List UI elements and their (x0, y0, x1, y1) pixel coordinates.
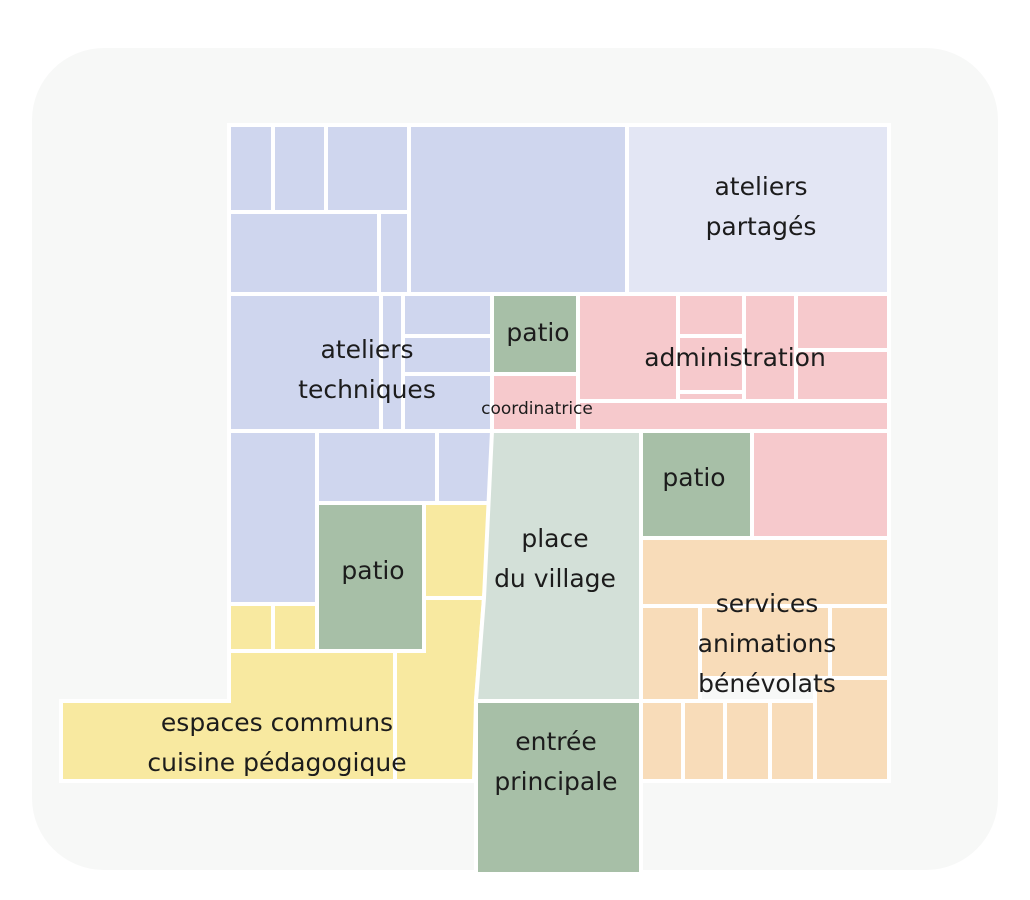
orange-room[interactable] (639, 604, 702, 703)
label-services-line3: bénévolats (698, 669, 836, 698)
label-espaces-communs-line2: cuisine pédagogique (147, 748, 406, 777)
blue-room[interactable] (227, 123, 275, 214)
label-place-line2: du village (494, 564, 616, 593)
blue-room[interactable] (324, 123, 411, 214)
label-ateliers-partages-line2: partagés (706, 212, 817, 241)
pink-room[interactable] (676, 292, 746, 338)
pink-room[interactable] (750, 429, 891, 540)
blue-room[interactable] (401, 292, 494, 338)
label-services-line1: services (716, 589, 819, 618)
zone-espaces-communs[interactable] (59, 501, 495, 783)
label-entree-line2: principale (494, 767, 617, 796)
label-coordinatrice: coordinatrice (481, 399, 593, 419)
orange-room[interactable] (768, 699, 817, 783)
orange-room[interactable] (639, 536, 891, 608)
label-espaces-communs-line1: espaces communs (161, 708, 393, 737)
pink-room[interactable] (676, 334, 746, 394)
label-patio-left: patio (341, 556, 404, 585)
blue-room[interactable] (227, 292, 383, 433)
yellow-room[interactable] (227, 602, 275, 653)
blue-room[interactable] (227, 210, 381, 296)
blue-room[interactable] (227, 429, 319, 606)
patio-left[interactable] (315, 501, 426, 653)
zone-ateliers-partages[interactable] (625, 123, 891, 296)
pink-room[interactable] (576, 292, 680, 403)
patio-top[interactable] (490, 292, 580, 376)
blue-room[interactable] (435, 429, 494, 505)
yellow-room[interactable] (271, 602, 319, 653)
patio-right[interactable] (639, 429, 754, 540)
blue-room[interactable] (271, 123, 328, 214)
orange-room[interactable] (723, 699, 772, 783)
zone-blue-top[interactable] (227, 123, 629, 296)
orange-room[interactable] (639, 699, 685, 783)
label-entree-line1: entrée (515, 727, 597, 756)
blue-room[interactable] (377, 210, 411, 296)
pink-room[interactable] (576, 399, 891, 433)
label-ateliers-techniques-line1: ateliers (320, 335, 413, 364)
label-ateliers-partages-line1: ateliers (714, 172, 807, 201)
blue-room[interactable] (407, 123, 629, 296)
ateliers-partages-room[interactable] (625, 123, 891, 296)
pink-room[interactable] (794, 292, 891, 352)
blue-room[interactable] (315, 429, 439, 505)
label-place-line1: place (521, 524, 588, 553)
label-administration: administration (644, 343, 826, 372)
label-services-line2: animations (698, 629, 837, 658)
label-patio-right: patio (662, 463, 725, 492)
blue-room[interactable] (401, 334, 494, 376)
zone-services[interactable] (639, 536, 891, 783)
zone-ateliers-techniques[interactable] (227, 292, 494, 606)
orange-room[interactable] (681, 699, 727, 783)
pink-room[interactable] (794, 348, 891, 403)
label-ateliers-techniques-line2: techniques (298, 375, 436, 404)
orange-room[interactable] (813, 676, 891, 783)
zone-administration[interactable] (490, 292, 891, 540)
orange-room[interactable] (698, 604, 832, 680)
label-patio-top: patio (506, 318, 569, 347)
yellow-room[interactable] (422, 501, 495, 600)
entree-principale[interactable] (474, 699, 643, 876)
orange-room[interactable] (828, 604, 891, 680)
